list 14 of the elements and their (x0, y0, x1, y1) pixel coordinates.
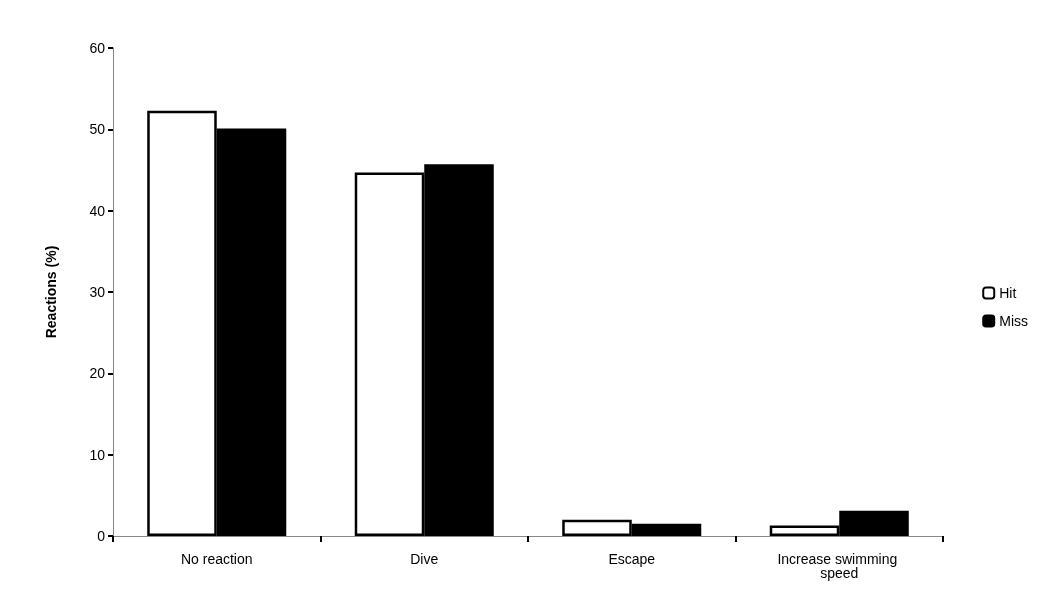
y-tick-label: 0 (97, 528, 106, 544)
legend-label: Hit (999, 285, 1017, 301)
y-tick-label: 50 (89, 121, 106, 138)
y-axis-title: Reactions (%) (43, 245, 59, 339)
y-tick-label: 10 (89, 446, 106, 463)
y-tick-label: 30 (89, 284, 106, 300)
x-tick-label: Dive (410, 551, 439, 567)
y-tick-label: 40 (89, 202, 106, 219)
legend-label: Miss (999, 313, 1029, 329)
y-tick-label: 20 (89, 365, 106, 382)
x-tick-label: No reaction (180, 551, 253, 567)
x-tick-label: Escape (608, 551, 656, 567)
x-tick-label: Increase swimming speed (777, 551, 902, 581)
y-tick-label: 60 (89, 40, 106, 56)
